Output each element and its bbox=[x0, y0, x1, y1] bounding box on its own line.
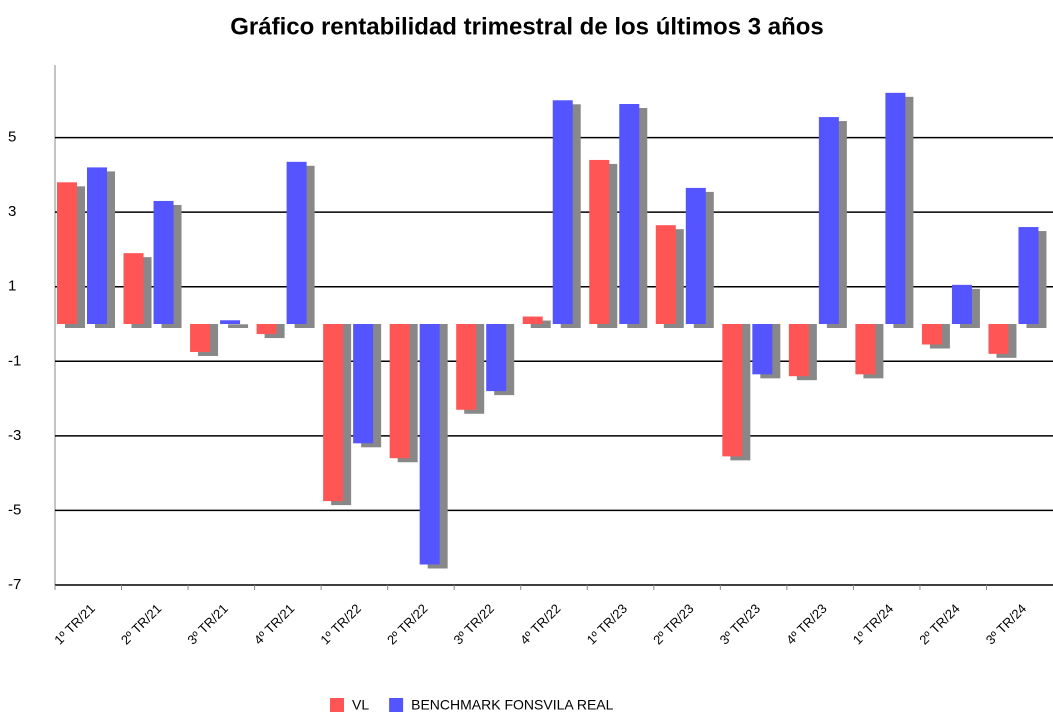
bar bbox=[123, 253, 144, 324]
x-tick-label: 2º TR/22 bbox=[384, 601, 431, 648]
x-tick-label: 4º TR/22 bbox=[517, 601, 564, 648]
bar bbox=[988, 324, 1009, 354]
bar bbox=[788, 324, 809, 377]
legend-label: VL bbox=[352, 697, 369, 713]
y-tick-label: 1 bbox=[8, 278, 16, 295]
x-tick-label: 1º TR/23 bbox=[584, 601, 631, 648]
legend-label: BENCHMARK FONSVILA REAL bbox=[411, 697, 613, 713]
bar bbox=[722, 324, 743, 457]
bar bbox=[456, 324, 477, 410]
y-tick-label: 3 bbox=[8, 203, 16, 220]
x-tick-label: 1º TR/24 bbox=[850, 601, 897, 648]
x-tick-label: 2º TR/23 bbox=[650, 601, 697, 648]
bar bbox=[951, 284, 972, 324]
bar bbox=[589, 159, 610, 324]
bar-shadow bbox=[530, 320, 551, 328]
bar bbox=[87, 167, 107, 324]
chart-title: Gráfico rentabilidad trimestral de los ú… bbox=[230, 13, 823, 40]
bar-shadow bbox=[228, 324, 249, 328]
bar bbox=[921, 324, 942, 345]
x-tick-label: 4º TR/23 bbox=[783, 601, 830, 648]
bar bbox=[655, 225, 676, 324]
x-tick-label: 3º TR/22 bbox=[451, 601, 498, 648]
bar bbox=[486, 324, 507, 392]
x-tick-label: 3º TR/21 bbox=[184, 601, 231, 648]
bar bbox=[190, 324, 211, 352]
x-tick-label: 2º TR/24 bbox=[916, 601, 963, 648]
bar bbox=[818, 117, 839, 324]
bar bbox=[323, 324, 344, 502]
bar bbox=[552, 100, 573, 325]
bar bbox=[256, 324, 277, 335]
x-tick-label: 2º TR/21 bbox=[118, 601, 165, 648]
bar bbox=[286, 161, 307, 324]
bar bbox=[1018, 227, 1039, 324]
x-tick-label: 1º TR/22 bbox=[317, 601, 364, 648]
bar bbox=[353, 324, 374, 444]
y-tick-label: -7 bbox=[8, 576, 21, 593]
y-tick-label: -3 bbox=[8, 427, 21, 444]
x-tick-label: 3º TR/24 bbox=[983, 601, 1030, 648]
legend-swatch bbox=[330, 698, 344, 712]
bar bbox=[419, 324, 440, 565]
x-tick-label: 4º TR/21 bbox=[251, 601, 298, 648]
bar bbox=[220, 320, 241, 324]
bar bbox=[685, 187, 706, 324]
bar bbox=[619, 104, 640, 324]
legend-swatch bbox=[389, 698, 404, 712]
bar bbox=[153, 200, 174, 324]
y-tick-label: 5 bbox=[8, 129, 16, 146]
y-tick-label: -5 bbox=[8, 501, 21, 518]
x-tick-label: 3º TR/23 bbox=[717, 601, 764, 648]
bar bbox=[885, 92, 906, 324]
bar bbox=[855, 324, 876, 375]
bar bbox=[752, 324, 773, 375]
x-tick-label: 1º TR/21 bbox=[51, 601, 98, 648]
bar bbox=[389, 324, 410, 459]
bar bbox=[57, 182, 77, 324]
y-tick-label: -1 bbox=[8, 352, 21, 369]
bar bbox=[522, 316, 543, 324]
